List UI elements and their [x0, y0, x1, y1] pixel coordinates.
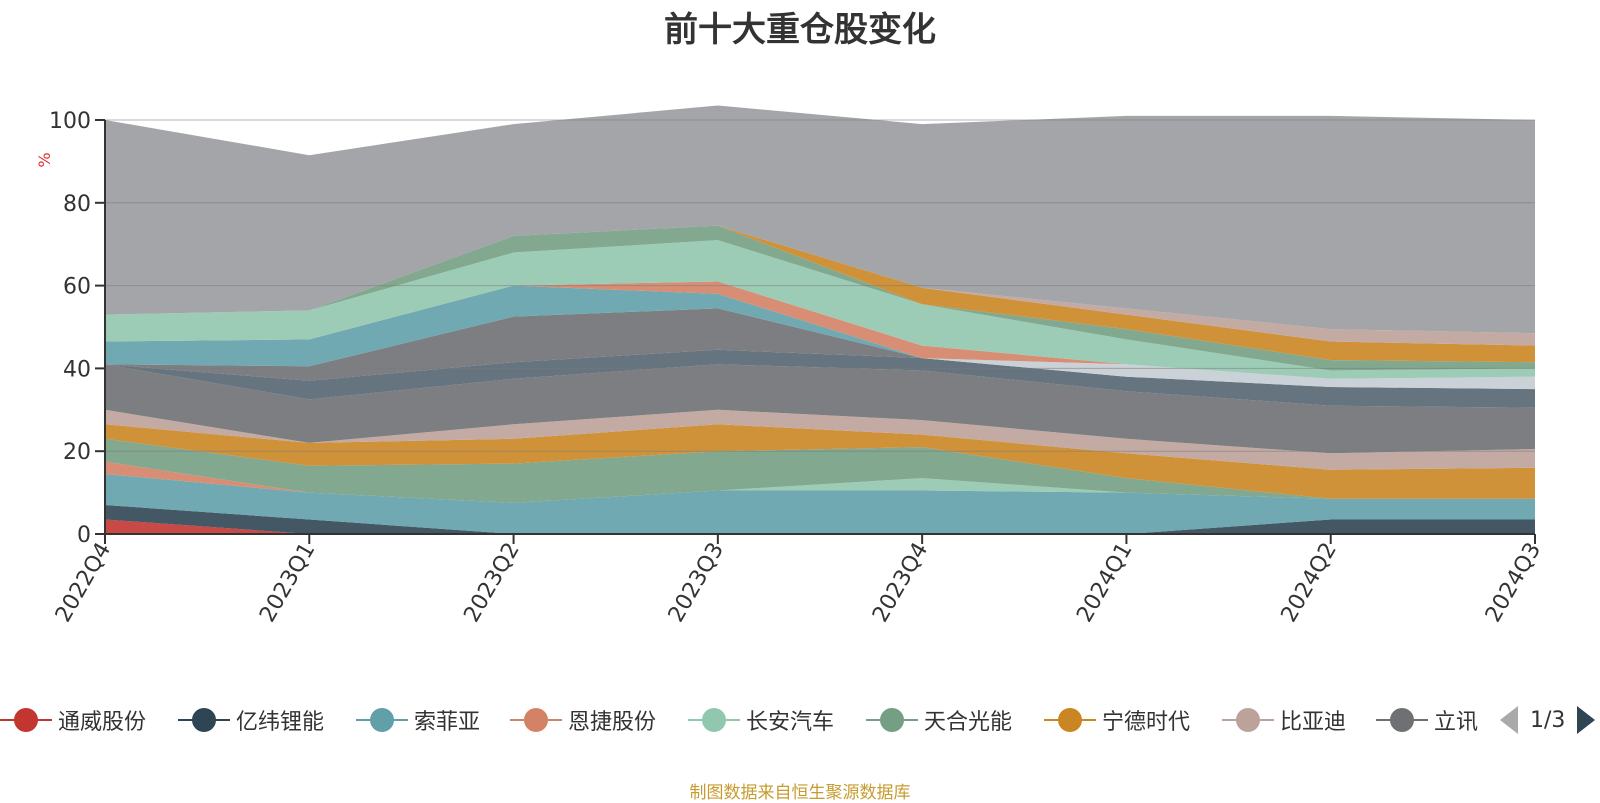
source-note: 制图数据来自恒生聚源数据库 [689, 783, 911, 803]
area-band-6 [105, 424, 1535, 499]
y-tick-label: 80 [63, 192, 91, 217]
legend-items: 通威股份 亿纬锂能 索菲亚 恩捷股份 长安汽车 天合光能 宁德时代 比亚迪 立讯精密 [0, 700, 1478, 740]
legend-pager: 1/3 [1500, 700, 1596, 740]
legend-page-indicator: 1/3 [1530, 707, 1566, 733]
area-band-1 [105, 505, 1535, 534]
area-band-2 [105, 474, 1535, 534]
legend-item[interactable]: 宁德时代 [1044, 700, 1190, 740]
area-band-5 [105, 438, 1535, 503]
y-tick-label: 0 [77, 523, 91, 548]
legend-item[interactable]: 亿纬锂能 [178, 700, 324, 740]
legend-item[interactable]: 天合光能 [866, 700, 1012, 740]
legend-label: 比亚迪 [1280, 710, 1347, 735]
y-tick-label: 60 [63, 275, 91, 300]
area-band-16 [105, 225, 1535, 371]
x-tick-label: 2023Q1 [255, 539, 320, 627]
area-band-17 [105, 225, 1535, 363]
area-band-18 [105, 225, 1535, 346]
x-tick-label: 2023Q3 [664, 539, 729, 627]
legend-marker-icon [688, 700, 740, 740]
x-tick-label: 2024Q1 [1072, 539, 1137, 627]
legend-label: 索菲亚 [414, 710, 481, 735]
area-bands [105, 105, 1535, 534]
area-band-0 [105, 519, 1535, 534]
legend-marker-icon [178, 700, 230, 740]
legend-marker-icon [510, 700, 562, 740]
legend-item[interactable]: 比亚迪 [1222, 700, 1346, 740]
x-tick-label: 2024Q2 [1277, 539, 1342, 627]
legend-label: 恩捷股份 [568, 710, 657, 735]
legend-marker-icon [356, 700, 408, 740]
legend-item[interactable]: 恩捷股份 [510, 700, 656, 740]
legend-item[interactable]: 长安汽车 [688, 700, 834, 740]
legend-marker-icon [1044, 700, 1096, 740]
legend-label: 通威股份 [58, 710, 147, 735]
x-tick-label: 2023Q2 [459, 539, 524, 627]
legend: 通威股份 亿纬锂能 索菲亚 恩捷股份 长安汽车 天合光能 宁德时代 比亚迪 立讯精密 1/3 [0, 700, 1600, 740]
x-tick-label: 2022Q4 [51, 539, 116, 627]
area-band-7 [105, 409, 1535, 470]
x-tick-label: 2024Q3 [1481, 539, 1546, 627]
legend-item[interactable]: 通威股份 [0, 700, 146, 740]
legend-marker-icon [866, 700, 918, 740]
area-band-19 [105, 105, 1535, 334]
legend-item[interactable]: 索菲亚 [356, 700, 480, 740]
area-band-15 [105, 240, 1535, 379]
x-tick-label: 2023Q4 [868, 539, 933, 627]
chart-title: 前十大重仓股变化 [664, 10, 936, 50]
y-axis-unit: % [35, 152, 54, 167]
legend-marker-icon [0, 700, 52, 740]
legend-marker-icon [1222, 700, 1274, 740]
area-band-10 [105, 349, 1535, 390]
legend-label: 立讯精密 [1434, 710, 1478, 735]
legend-label: 宁德时代 [1102, 710, 1191, 735]
legend-label: 亿纬锂能 [236, 710, 325, 735]
legend-prev-icon[interactable] [1500, 706, 1518, 734]
area-band-9 [105, 349, 1535, 408]
legend-label: 天合光能 [924, 710, 1013, 735]
y-tick-label: 100 [49, 109, 91, 134]
grid-lines [105, 119, 1535, 452]
y-tick-label: 20 [63, 440, 91, 465]
area-band-8 [105, 364, 1535, 454]
legend-item[interactable]: 立讯精密 [1376, 700, 1478, 740]
legend-next-icon[interactable] [1577, 706, 1596, 734]
y-tick-label: 40 [63, 357, 91, 382]
area-band-13 [105, 285, 1535, 379]
legend-label: 长安汽车 [746, 710, 835, 735]
area-band-12 [105, 308, 1535, 381]
legend-marker-icon [1376, 700, 1428, 740]
